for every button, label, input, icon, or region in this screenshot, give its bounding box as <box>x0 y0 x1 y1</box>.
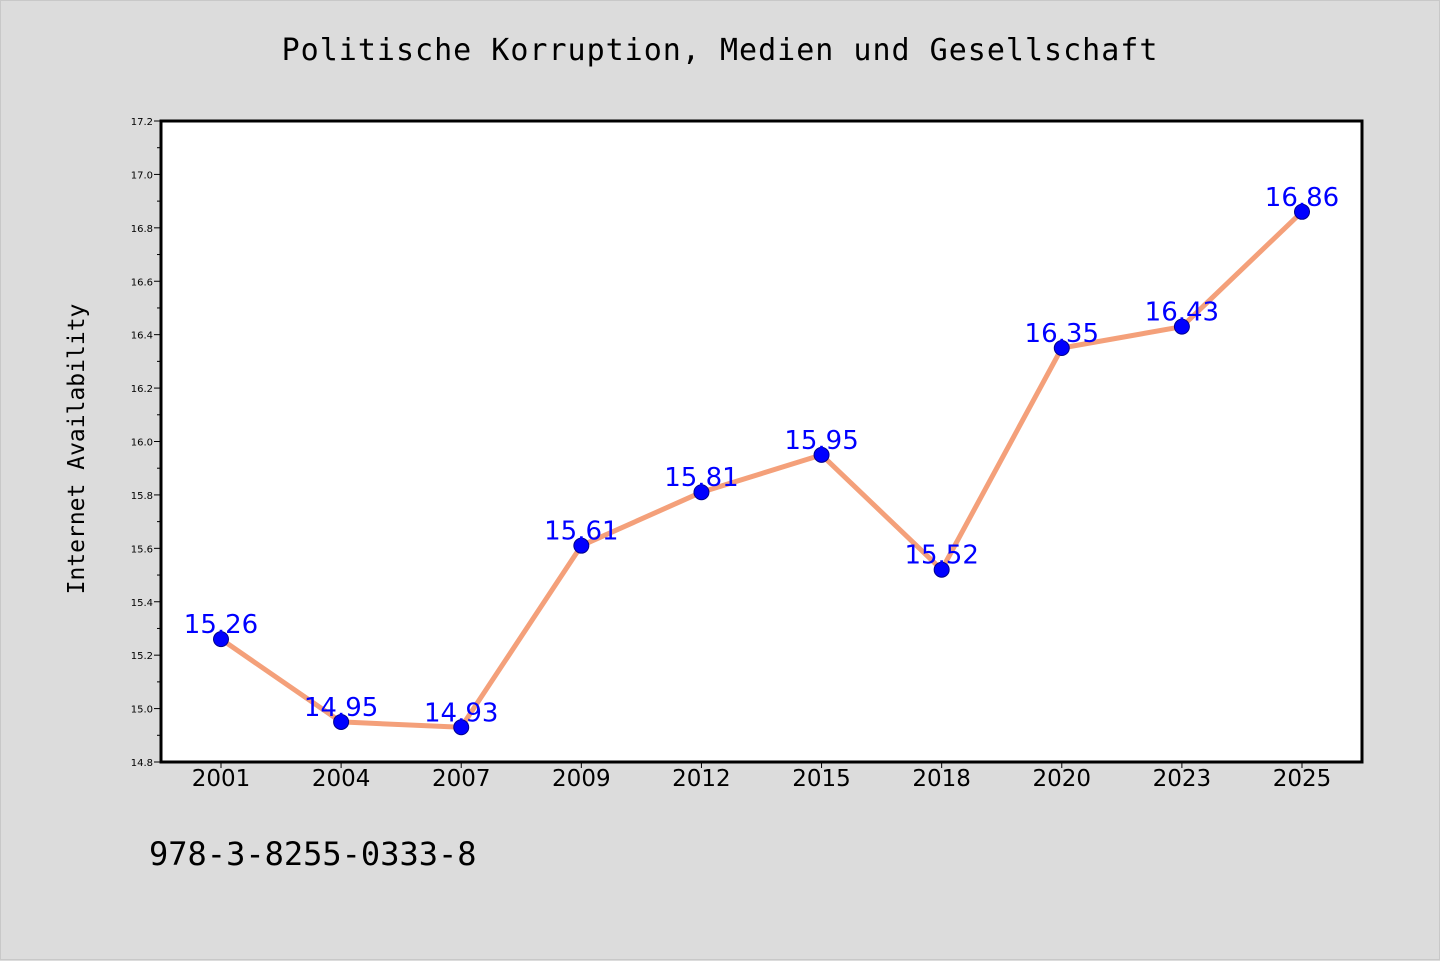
data-label: 16.86 <box>1265 183 1339 213</box>
plot-area <box>159 119 1364 764</box>
y-tick-label: 17.0 <box>131 170 153 181</box>
data-points <box>213 203 1310 736</box>
data-label: 16.43 <box>1145 298 1219 328</box>
data-point <box>813 446 830 463</box>
data-labels: 15.26 14.95 14.93 15.61 15.81 15.95 15.52 16.35… <box>184 183 1339 728</box>
data-label: 15.61 <box>544 517 618 547</box>
data-point <box>333 713 350 730</box>
isbn-text: 978-3-8255-0333-8 <box>149 835 477 873</box>
y-axis: 14.8 15.0 15.2 15.4 15.6 15.8 16.0 16.2 16.4 16.6… <box>131 117 161 769</box>
x-tick-label: 2023 <box>1153 766 1212 792</box>
data-point <box>1053 340 1070 357</box>
y-tick-label: 16.2 <box>131 384 153 395</box>
y-tick-label: 15.8 <box>131 491 153 502</box>
x-tick-label: 2025 <box>1273 766 1332 792</box>
data-point <box>573 537 590 554</box>
y-tick-label: 15.0 <box>131 705 153 716</box>
data-label: 15.52 <box>904 541 978 571</box>
y-tick-label: 14.8 <box>131 758 153 769</box>
data-point <box>1173 318 1190 335</box>
x-tick-label: 2007 <box>432 766 491 792</box>
x-tick-label: 2012 <box>672 766 731 792</box>
data-label: 15.26 <box>184 610 258 640</box>
y-tick-label: 16.6 <box>131 277 153 288</box>
x-tick-label: 2009 <box>552 766 611 792</box>
x-tick-label: 2004 <box>312 766 371 792</box>
y-tick-label: 16.0 <box>131 438 153 449</box>
x-tick-label: 2020 <box>1033 766 1092 792</box>
y-tick-label: 15.4 <box>131 598 153 609</box>
y-tick-label: 15.6 <box>131 544 153 555</box>
data-point <box>933 561 950 578</box>
x-axis: 2001 2004 2007 2009 2012 2015 2018 2020 2023 2025 <box>192 762 1332 792</box>
x-tick-label: 2015 <box>792 766 851 792</box>
data-point <box>693 484 710 501</box>
x-tick-label: 2018 <box>912 766 971 792</box>
data-point <box>453 719 470 736</box>
y-tick-label: 16.8 <box>131 224 153 235</box>
chart-title: Politische Korruption, Medien und Gesell… <box>281 33 1159 68</box>
data-label: 14.95 <box>304 693 378 723</box>
data-point <box>213 631 229 648</box>
data-label: 15.81 <box>664 463 738 493</box>
y-tick-label: 15.2 <box>131 651 153 662</box>
y-tick-label: 16.4 <box>131 331 153 342</box>
data-point <box>1294 203 1310 220</box>
data-label: 15.95 <box>784 426 858 456</box>
data-label: 14.93 <box>424 698 498 728</box>
data-label: 16.35 <box>1025 319 1099 349</box>
x-tick-label: 2001 <box>192 766 251 792</box>
y-tick-label: 17.2 <box>131 117 153 128</box>
series-line <box>218 209 1305 730</box>
